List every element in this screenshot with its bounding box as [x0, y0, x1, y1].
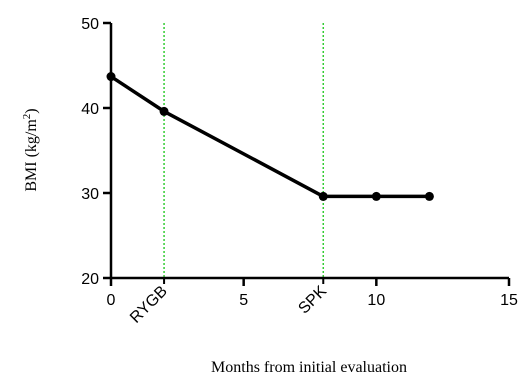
data-point — [318, 191, 328, 201]
event-label: SPK — [295, 283, 330, 318]
data-point — [424, 191, 434, 201]
x-tick-label: 10 — [367, 292, 385, 309]
x-tick-label: 0 — [107, 292, 116, 309]
x-tick-label: 15 — [500, 292, 518, 309]
y-axis-title-close: ) — [23, 108, 40, 113]
x-axis-title: Months from initial evaluation — [211, 359, 407, 376]
y-tick-label: 50 — [81, 16, 99, 33]
event-label: RYGB — [127, 283, 171, 327]
y-axis-title: BMI (kg/m2) — [21, 108, 40, 191]
y-axis-title-main: BMI (kg/m — [23, 119, 40, 192]
event-markers — [163, 23, 325, 278]
y-tick-label: 40 — [81, 101, 99, 118]
y-axis-title-superscript: 2 — [21, 114, 33, 120]
y-tick-label: 20 — [81, 271, 99, 288]
axes — [109, 23, 509, 280]
x-tick-label: 5 — [239, 292, 248, 309]
series-line — [110, 75, 430, 199]
y-tick-label: 30 — [81, 186, 99, 203]
data-point — [159, 106, 169, 116]
data-point — [106, 72, 116, 82]
data-point — [371, 191, 381, 201]
series-bmi — [106, 72, 434, 201]
tick-marks: 20 30 40 50 0 5 10 15 RYGB SPK — [81, 16, 518, 327]
